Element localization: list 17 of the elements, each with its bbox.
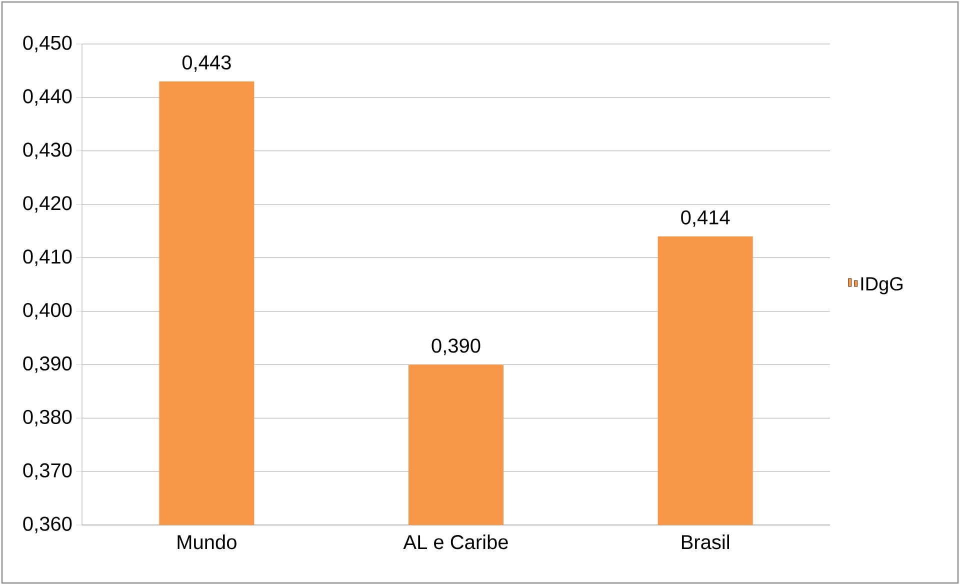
y-tick-label: 0,430	[23, 142, 72, 160]
data-label: 0,390	[432, 338, 480, 356]
legend-label: IDgG	[861, 277, 902, 294]
y-tick-label: 0,420	[23, 196, 72, 213]
y-tick-label: 0,360	[23, 516, 72, 534]
y-tick-label: 0,380	[23, 410, 72, 426]
y-tick-label: 0,440	[23, 89, 72, 106]
y-tick-label: 0,400	[23, 302, 72, 320]
data-label: 0,443	[182, 55, 231, 72]
y-tick-label: 0,370	[23, 463, 72, 480]
data-label: 0,414	[681, 210, 730, 227]
x-tick-label: Brasil	[682, 534, 729, 550]
y-tick-label: 0,450	[23, 36, 72, 52]
y-tick-label: 0,390	[23, 356, 72, 373]
y-tick-label: 0,410	[23, 250, 72, 266]
x-tick-label: Mundo	[178, 534, 236, 550]
x-tick-label: AL e Caribe	[403, 534, 508, 550]
